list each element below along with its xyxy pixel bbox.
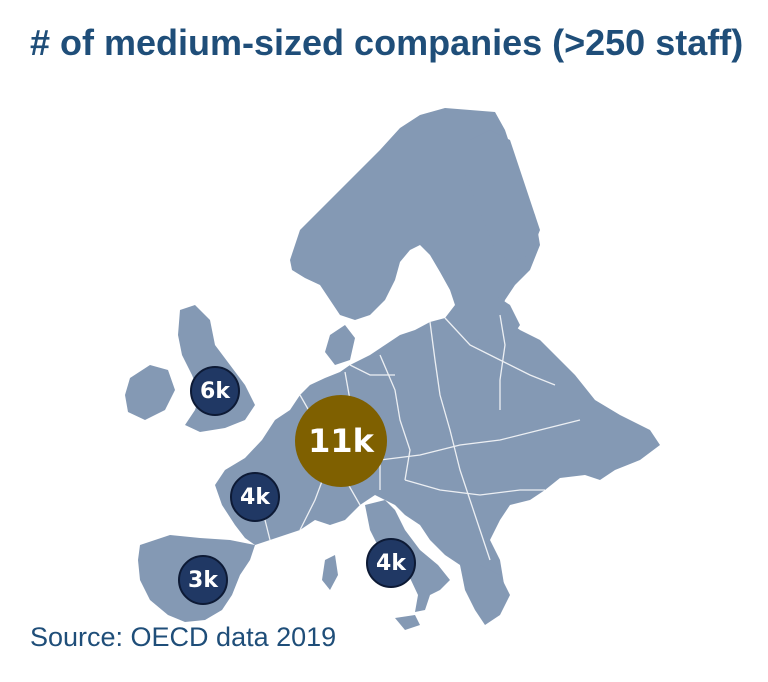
marker-label-italy: 4k xyxy=(376,550,406,576)
map-title: # of medium-sized companies (>250 staff) xyxy=(30,22,744,63)
marker-label-uk: 6k xyxy=(200,378,230,404)
border-line xyxy=(444,317,556,386)
marker-germany: 11k xyxy=(295,395,387,487)
mainland-europe xyxy=(215,108,660,605)
border-line xyxy=(349,364,395,376)
sardinia xyxy=(322,555,338,590)
marker-italy: 4k xyxy=(366,538,416,588)
marker-uk: 6k xyxy=(190,366,240,416)
border-line xyxy=(429,321,471,501)
marker-spain: 3k xyxy=(178,555,228,605)
greece xyxy=(460,565,510,625)
denmark xyxy=(325,325,355,365)
finland xyxy=(465,130,540,262)
border-line xyxy=(379,419,581,461)
marker-label-france: 4k xyxy=(240,484,270,510)
sicily xyxy=(395,615,420,630)
source-note: Source: OECD data 2019 xyxy=(30,622,337,652)
marker-label-germany: 11k xyxy=(308,422,374,460)
border-line xyxy=(379,354,411,481)
marker-label-spain: 3k xyxy=(188,567,218,593)
border-line xyxy=(499,314,506,410)
border-line xyxy=(404,479,545,496)
border-line xyxy=(469,499,491,561)
marker-france: 4k xyxy=(230,472,280,522)
ireland xyxy=(125,365,175,420)
